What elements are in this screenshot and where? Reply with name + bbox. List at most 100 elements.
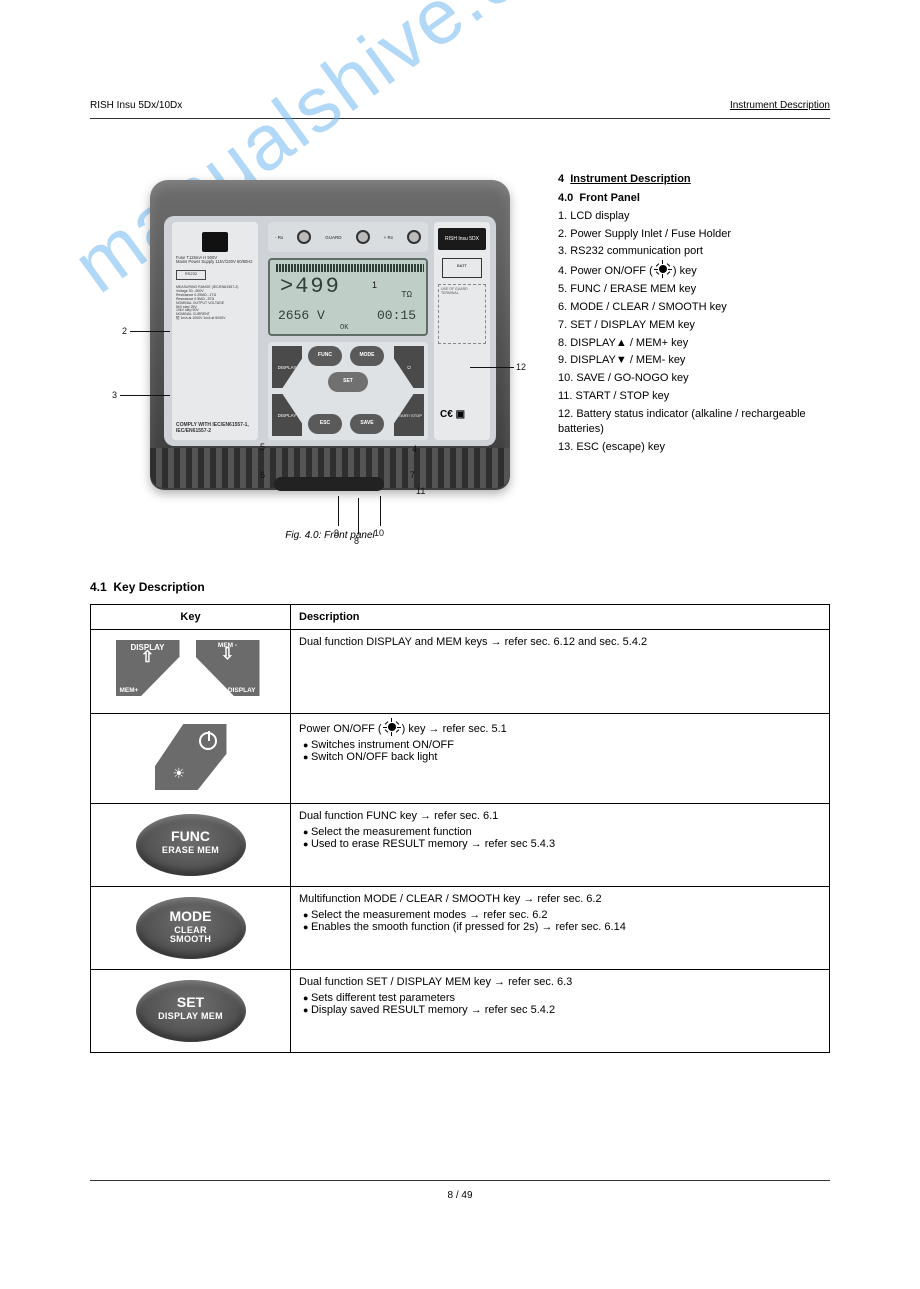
bullet: Select the measurement modes → refer sec…: [303, 909, 821, 921]
arrow-down-icon: ⇩: [196, 648, 260, 662]
lead-2: 2: [122, 326, 127, 336]
kp-func: FUNC: [308, 346, 342, 366]
table-row: MODE CLEAR SMOOTH Multifunction MODE / C…: [91, 887, 830, 970]
lead-6: 6: [260, 470, 265, 480]
terminal-guard: [356, 230, 370, 244]
term-lbl-neg: - Rx: [275, 235, 283, 240]
desc-func: Dual function FUNC key → refer sec. 6.1 …: [291, 804, 830, 887]
item-6: 6. MODE / CLEAR / SMOOTH key: [558, 300, 828, 315]
func-button: FUNC ERASE MEM: [136, 814, 246, 876]
lead-1: 1: [372, 280, 377, 290]
display-wedge-pair: DISPLAY ⇧ MEM+ MEM - ⇩ DISPLAY: [116, 640, 266, 700]
desc-line: Power ON/OFF ( ) key → refer sec. 5.1: [299, 723, 507, 735]
lead-9-line: [338, 496, 339, 526]
wedge-l-sub: MEM+: [120, 687, 139, 694]
desc-display: Dual function DISPLAY and MEM keys → ref…: [291, 630, 830, 714]
footer-page: 8 / 49: [90, 1190, 830, 1201]
sec-num: 4: [558, 173, 564, 185]
desc-set: Dual function SET / DISPLAY MEM key → re…: [291, 970, 830, 1053]
lcd-display: >499 TΩ 2656 V 00:15 OK: [268, 258, 428, 336]
lcd-bargraph: [276, 264, 424, 272]
lcd-sub1: 2656 V: [278, 308, 325, 323]
desc-line: Dual function DISPLAY and MEM keys → ref…: [299, 636, 647, 648]
th-key: Key: [91, 605, 291, 630]
item-4a: 4. Power ON/OFF (: [558, 265, 653, 277]
sub-num: 4.0: [558, 192, 573, 204]
lead-2-line: [130, 331, 170, 332]
guard-diagram: USE OF GUARD TERMINAL: [438, 284, 486, 344]
footer-rule: [90, 1180, 830, 1181]
item-11: 11. START / STOP key: [558, 389, 828, 404]
header-product: RISH Insu 5Dx/10Dx: [90, 100, 182, 111]
ce-mark: C€ ▣: [440, 409, 465, 420]
set-sub: DISPLAY MEM: [136, 1011, 246, 1021]
desc-line: Dual function FUNC key → refer sec. 6.1: [299, 810, 498, 822]
key-display: DISPLAY ⇧ MEM+ MEM - ⇩ DISPLAY: [91, 630, 291, 714]
sec41-num: 4.1: [90, 580, 107, 594]
key-mode: MODE CLEAR SMOOTH: [91, 887, 291, 970]
brand-badge: RISH Insu 5DX: [438, 228, 486, 250]
wedge-display-up: DISPLAY ⇧ MEM+: [116, 640, 180, 696]
item-5: 5. FUNC / ERASE MEM key: [558, 282, 828, 297]
sec41-title: Key Description: [113, 580, 204, 594]
item-7: 7. SET / DISPLAY MEM key: [558, 318, 828, 333]
sec-title: Instrument Description: [570, 173, 690, 185]
lead-7: 7: [410, 470, 415, 480]
kp-set: SET: [328, 372, 368, 392]
keypad: DISPLAY FUNC MODE ⏻ SET DISPLAY ESC SAVE…: [268, 342, 428, 440]
kp-mode: MODE: [350, 346, 384, 366]
desc-power: Power ON/OFF ( ) key → refer sec. 5.1 Sw…: [291, 714, 830, 804]
lcd-ok: OK: [340, 324, 348, 332]
wedge-r-main: DISPLAY: [228, 687, 256, 694]
terminals: - Rx GUARD + Rx: [268, 222, 428, 252]
table-header-row: Key Description: [91, 605, 830, 630]
lcd-main: >499: [280, 274, 341, 299]
page: RISH Insu 5Dx/10Dx Instrument Descriptio…: [90, 100, 830, 1220]
item-8: 8. DISPLAY▲ / MEM+ key: [558, 336, 828, 351]
comply-text: COMPLY WITH IEC/EN61557-1, IEC/EN61557-2: [176, 422, 254, 434]
kp-start: START/ STOP: [394, 394, 424, 436]
device-figure: Fuse T125mA H 500VMains Power Supply 115…: [110, 180, 530, 510]
rs232-port: RS232: [176, 270, 206, 280]
item-13: 13. ESC (escape) key: [558, 440, 828, 455]
lead-5: 5: [260, 442, 265, 452]
func-main: FUNC: [171, 828, 210, 844]
set-button: SET DISPLAY MEM: [136, 980, 246, 1042]
key-power: ☀: [91, 714, 291, 804]
bullet: Display saved RESULT memory → refer sec …: [303, 1004, 821, 1016]
right-column: 4 Instrument Description 4.0 Front Panel…: [558, 172, 828, 458]
section-4-1: 4.1 Key Description: [90, 580, 205, 594]
kp-esc: ESC: [308, 414, 342, 434]
kp-display-down: DISPLAY: [272, 394, 302, 436]
lead-4: 4: [412, 444, 417, 454]
lead-8-line: [358, 498, 359, 534]
item-2: 2. Power Supply Inlet / Fuse Holder: [558, 227, 828, 242]
table-row: SET DISPLAY MEM Dual function SET / DISP…: [91, 970, 830, 1053]
item-12: 12. Battery status indicator (alkaline /…: [558, 407, 828, 437]
lcd-sub2: 00:15: [377, 308, 416, 323]
terminal-pos: [407, 230, 421, 244]
info-panel: Fuse T125mA H 500VMains Power Supply 115…: [172, 222, 258, 440]
item-4: 4. Power ON/OFF ( ) key: [558, 262, 828, 279]
item-10: 10. SAVE / GO-NOGO key: [558, 371, 828, 386]
info-text1: Fuse T125mA H 500VMains Power Supply 115…: [176, 256, 254, 264]
bullet: Select the measurement function: [303, 826, 821, 838]
bullet: Switch ON/OFF back light: [303, 751, 821, 763]
desc-mode: Multifunction MODE / CLEAR / SMOOTH key …: [291, 887, 830, 970]
item-1: 1. LCD display: [558, 209, 828, 224]
item-3: 3. RS232 communication port: [558, 244, 828, 259]
sub-title: Front Panel: [579, 192, 640, 204]
table-row: ☀ Power ON/OFF ( ) key → refer sec. 5.1 …: [91, 714, 830, 804]
term-lbl-pos: + Rx: [384, 235, 393, 240]
terminal-neg: [297, 230, 311, 244]
wedge-display-down: MEM - ⇩ DISPLAY: [196, 640, 260, 696]
kp-save: SAVE: [350, 414, 384, 434]
lead-3-line: [120, 395, 170, 396]
mode-sub2: SMOOTH: [136, 934, 246, 944]
bullet: Enables the smooth function (if pressed …: [303, 921, 821, 933]
table-row: FUNC ERASE MEM Dual function FUNC key → …: [91, 804, 830, 887]
mode-main: MODE: [170, 908, 212, 924]
power-backlight-key: ☀: [155, 724, 227, 790]
device-handle: [274, 477, 384, 491]
key-description-table: Key Description DISPLAY ⇧ MEM+ MEM - ⇩ D…: [90, 604, 830, 1053]
